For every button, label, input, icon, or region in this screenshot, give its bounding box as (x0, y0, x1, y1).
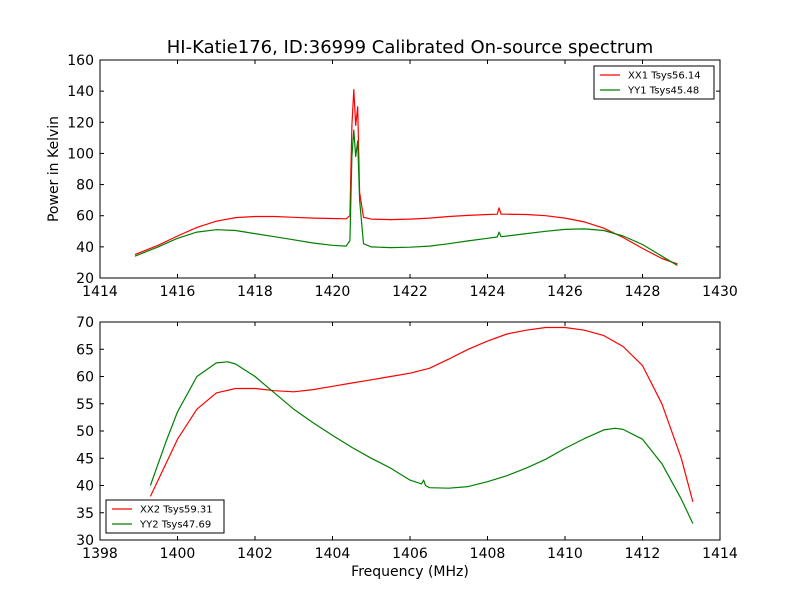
x-tick-label: 1414 (702, 546, 738, 562)
x-tick-label: 1428 (625, 284, 661, 300)
y-tick-label: 20 (76, 271, 94, 287)
top-panel: 1414 1416 1418 1420 1422 1424 1426 1428 1430 20 40… (67, 53, 738, 300)
x-tick-label: 1410 (547, 546, 583, 562)
x-tick-label: 1404 (315, 546, 351, 562)
x-tick-label: 1402 (237, 546, 273, 562)
x-tick-label: 1400 (160, 546, 196, 562)
y-tick-label: 30 (76, 533, 94, 549)
y-tick-label: 40 (76, 240, 94, 256)
bottom-panel: 1398 1400 1402 1404 1406 1408 1410 1412 1414 30 35… (76, 315, 738, 562)
y-tick-label: 65 (76, 342, 94, 358)
x-tick-label: 1420 (315, 284, 351, 300)
y-tick-label: 160 (67, 53, 94, 69)
y-tick-label: 60 (76, 370, 94, 386)
x-tick-label: 1426 (547, 284, 583, 300)
y-tick-label: 100 (67, 146, 94, 162)
legend-box (105, 499, 225, 534)
legend-label: YY1 Tsys45.48 (627, 86, 699, 97)
y-tick-label: 40 (76, 479, 94, 495)
series-line-1-1 (134, 89, 678, 265)
series-line-2-1 (149, 326, 694, 503)
y-tick-label: 55 (76, 397, 94, 413)
y-tick-label: 50 (76, 424, 94, 440)
x-tick-label: 1412 (625, 546, 661, 562)
legend-label: YY2 Tsys47.69 (139, 520, 211, 531)
x-tick-label: 1414 (82, 284, 118, 300)
legend-label: XX1 Tsys56.14 (628, 71, 701, 82)
y-tick-label: 35 (76, 506, 94, 522)
x-axis-label: Frequency (MHz) (351, 564, 469, 580)
x-tick-label: 1416 (160, 284, 196, 300)
y-tick-label: 70 (76, 315, 94, 331)
y-tick-label: 60 (76, 209, 94, 225)
y-axis-label: Power in Kelvin (46, 116, 62, 222)
x-tick-label: 1406 (392, 546, 428, 562)
y-tick-label: 120 (67, 115, 94, 131)
legend-label: XX2 Tsys59.31 (140, 505, 213, 516)
x-tick-label: 1422 (392, 284, 428, 300)
legend-box (593, 65, 715, 100)
y-tick-label: 140 (67, 84, 94, 100)
chart-title: HI-Katie176, ID:36999 Calibrated On-sour… (167, 37, 653, 58)
x-tick-label: 1430 (702, 284, 738, 300)
x-tick-label: 1418 (237, 284, 273, 300)
legend: XX1 Tsys56.14 YY1 Tsys45.48 (593, 65, 715, 100)
y-tick-label: 80 (76, 178, 94, 194)
x-tick-label: 1398 (82, 546, 118, 562)
x-tick-label: 1424 (470, 284, 506, 300)
x-tick-label: 1408 (470, 546, 506, 562)
series-line-1-2 (134, 129, 678, 267)
series-line-2-2 (149, 361, 694, 524)
y-tick-label: 45 (76, 451, 94, 467)
legend: XX2 Tsys59.31 YY2 Tsys47.69 (105, 499, 225, 534)
